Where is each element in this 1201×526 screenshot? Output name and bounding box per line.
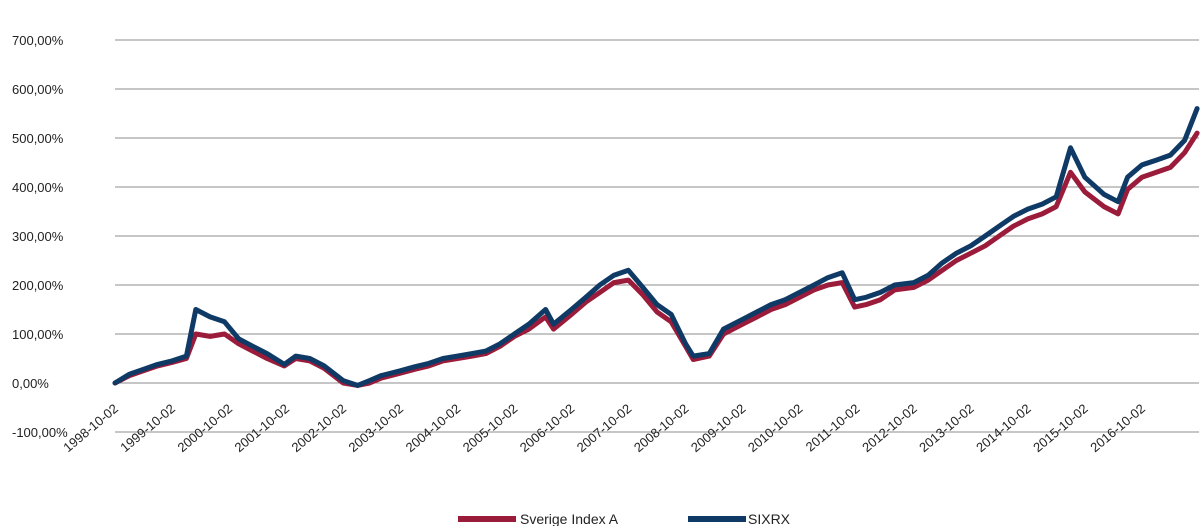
x-tick-label: 2013-10-02 bbox=[916, 401, 977, 455]
x-tick-label: 2000-10-02 bbox=[175, 401, 236, 455]
x-tick-label: 2010-10-02 bbox=[745, 401, 806, 455]
x-tick-label: 2001-10-02 bbox=[232, 401, 293, 455]
y-tick-label: 0,00% bbox=[12, 376, 49, 391]
y-tick-label: -100,00% bbox=[12, 425, 68, 440]
legend-label-sixrx: SIXRX bbox=[748, 511, 791, 526]
y-axis: 700,00% 600,00% 500,00% 400,00% 300,00% 200,0… bbox=[12, 33, 68, 440]
x-tick-label: 2015-10-02 bbox=[1030, 401, 1091, 455]
x-tick-label: 2005-10-02 bbox=[460, 401, 521, 455]
x-tick-label: 2007-10-02 bbox=[574, 401, 635, 455]
x-tick-label: 1998-10-02 bbox=[60, 401, 121, 455]
x-tick-label: 2016-10-02 bbox=[1087, 401, 1148, 455]
x-tick-label: 2008-10-02 bbox=[631, 401, 692, 455]
x-tick-label: 2014-10-02 bbox=[973, 401, 1034, 455]
y-tick-label: 700,00% bbox=[12, 33, 64, 48]
y-tick-label: 100,00% bbox=[12, 327, 64, 342]
x-tick-label: 2006-10-02 bbox=[517, 401, 578, 455]
y-tick-label: 300,00% bbox=[12, 229, 64, 244]
legend: Sverige Index A SIXRX bbox=[458, 511, 791, 526]
y-tick-label: 400,00% bbox=[12, 180, 64, 195]
x-tick-label: 2002-10-02 bbox=[289, 401, 350, 455]
x-tick-label: 2004-10-02 bbox=[403, 401, 464, 455]
y-tick-label: 200,00% bbox=[12, 278, 64, 293]
y-tick-label: 600,00% bbox=[12, 82, 64, 97]
legend-label-sverige-index-a: Sverige Index A bbox=[520, 511, 619, 526]
x-tick-label: 1999-10-02 bbox=[117, 401, 178, 455]
series-lines bbox=[112, 106, 1200, 388]
series-line-sverige-index-a bbox=[112, 130, 1200, 388]
x-tick-label: 2012-10-02 bbox=[859, 401, 920, 455]
gridlines bbox=[115, 39, 1199, 433]
x-tick-label: 2009-10-02 bbox=[688, 401, 749, 455]
y-tick-label: 500,00% bbox=[12, 131, 64, 146]
x-axis: 1998-10-021999-10-022000-10-022001-10-02… bbox=[60, 401, 1148, 455]
series-line-sixrx bbox=[112, 106, 1200, 388]
x-tick-label: 2003-10-02 bbox=[346, 401, 407, 455]
x-tick-label: 2011-10-02 bbox=[803, 401, 863, 455]
